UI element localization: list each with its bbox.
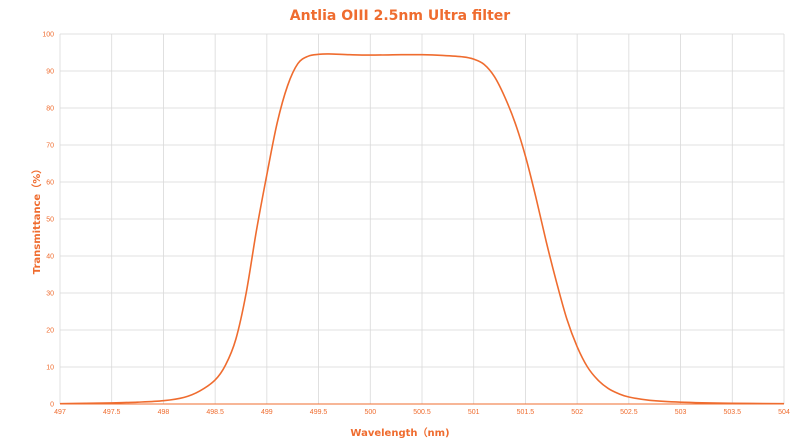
x-tick-label: 500.5: [413, 409, 431, 416]
x-tick-label: 502: [571, 409, 583, 416]
x-tick-label: 498: [158, 409, 170, 416]
y-tick-label: 40: [46, 254, 54, 261]
y-tick-label: 10: [46, 365, 54, 372]
x-tick-label: 499.5: [310, 409, 328, 416]
y-tick-label: 50: [46, 217, 54, 224]
tick-labels: 497 497.5 498 498.5 499 499.5 500 500.5 501 501.5…: [42, 32, 790, 417]
x-tick-label: 500: [364, 409, 376, 416]
y-tick-label: 70: [46, 143, 54, 150]
y-tick-label: 90: [46, 69, 54, 76]
y-tick-label: 100: [42, 32, 54, 39]
series-line-transmittance: [59, 53, 785, 405]
y-tick-label: 60: [46, 180, 54, 187]
x-tick-label: 502.5: [620, 409, 638, 416]
x-tick-label: 504: [778, 409, 790, 416]
y-axis-title: Transmittance（%）: [32, 163, 43, 275]
y-tick-label: 30: [46, 291, 54, 298]
chart-title: Antlia OIII 2.5nm Ultra filter: [289, 8, 511, 24]
x-axis-title: Wavelength（nm): [350, 428, 450, 439]
x-tick-label: 503: [675, 409, 687, 416]
y-tick-label: 80: [46, 106, 54, 113]
x-tick-label: 497.5: [103, 409, 121, 416]
y-tick-label: 20: [46, 328, 54, 335]
x-tick-label: 497: [54, 409, 66, 416]
x-tick-label: 498.5: [206, 409, 224, 416]
y-tick-label: 0: [50, 402, 54, 409]
x-tick-label: 503.5: [724, 409, 742, 416]
series-layer: [59, 53, 785, 405]
x-tick-label: 501: [468, 409, 480, 416]
x-tick-label: 499: [261, 409, 273, 416]
x-tick-label: 501.5: [517, 409, 535, 416]
grid-lines: [59, 33, 785, 404]
